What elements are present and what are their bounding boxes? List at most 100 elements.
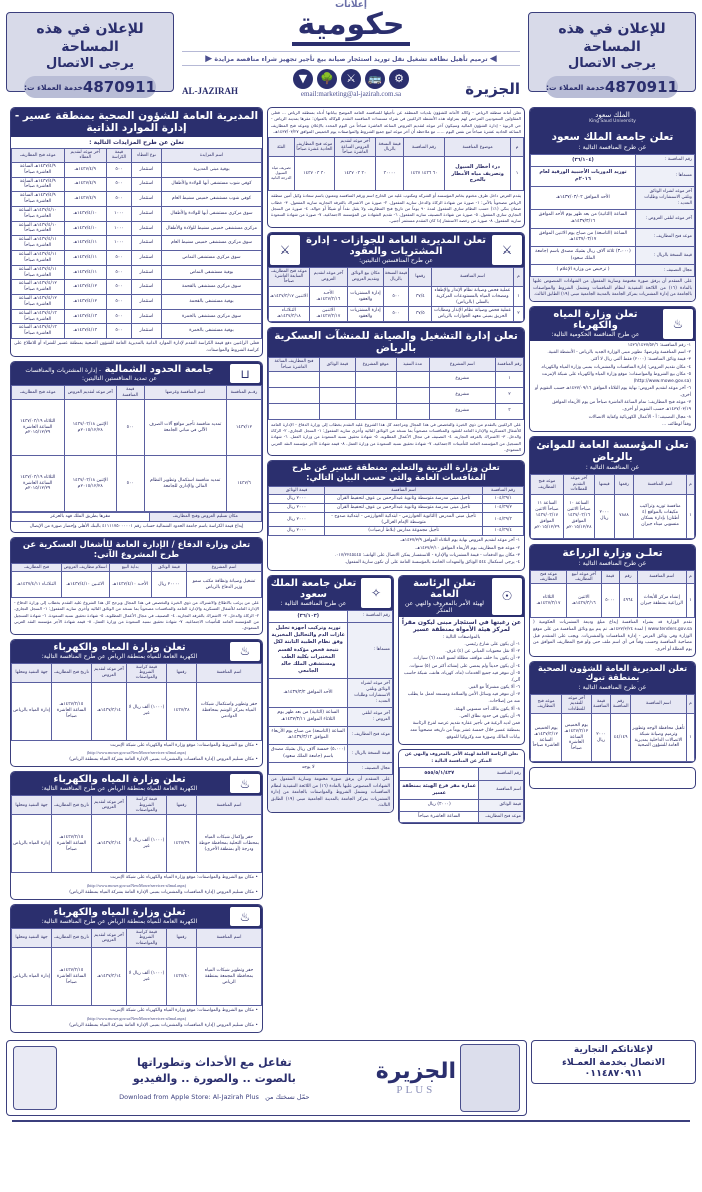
nbu-place-table: مكان تسليم العروض وفتح المظاريف مقرها بط… xyxy=(11,512,262,522)
table-cell: بوفية مستشفى بالخمرة xyxy=(161,323,262,340)
footer-contact-box[interactable]: لإعلاناتكم التجارية الاتصال بخدمة العمـل… xyxy=(531,1039,696,1084)
definition-row: آخر موعد لشراء الوثائق وتلقي الاستشارات … xyxy=(530,185,695,211)
table-cell: سوق مركزي مستشفى بالخمرة xyxy=(161,308,262,325)
table-cell: إدارة المياه بالرياض xyxy=(11,814,52,874)
table-cell: ١٠٤/٣٩/٣ xyxy=(482,511,524,528)
water-link[interactable]: (http://www.mowe.gov.sa/NewMowe/services… xyxy=(86,1015,187,1021)
table-cell: ١ xyxy=(494,370,524,388)
table-cell: تمديد منافسة تأجير مواقع آلات الصرف الآل… xyxy=(143,399,227,457)
col-header: فتح المظاريف الساعة العاشرة صباحاً xyxy=(268,357,321,372)
box-title: تعلن وزارة المياه والكهرباء xyxy=(53,641,186,653)
table-row: ١٠٤/٣٩/١ تأجيل مبنى مدرسة متوسطة وثانوية … xyxy=(268,494,524,504)
box-header: ♨ تعلن وزارة المياه والكهرباء الكهربة العا… xyxy=(11,639,262,663)
ad-banner-left[interactable]: للإعلان في هذه المساحة يرجى الاتصال 4870… xyxy=(6,12,174,99)
ad-banner-right[interactable]: للإعلان في هذه المساحة يرجى الاتصال 4870… xyxy=(528,12,696,99)
table-cell: درء أخطار السيول وتصريف مياه الأمطار بال… xyxy=(443,156,512,192)
table-cell: تصريف مياه السيول الدرجة الثانية xyxy=(268,156,295,192)
box-title: تعلن جامعة الملك سعود xyxy=(270,577,357,600)
brand-logo-ar: الجزيرة xyxy=(465,80,520,98)
water-link[interactable]: (http://www.mowe.gov.sa/NewMowe/services… xyxy=(86,750,187,756)
presidency-contract-table: رقم المنافسة ٥٥٥/٥/١/٤٣٧ اسم المنافسة عمارة… xyxy=(399,767,524,824)
table-cell: الثلاثاء ١٤٣٧/٠٣/١٩ الساعة العاشرة ٢٠١٥/… xyxy=(11,399,65,457)
ksu-middle-table: رقم المنافسة : (٣٦/١٠٣) مسماها : توريد وترك… xyxy=(268,609,393,776)
box-subtitle: الكهربة العامة للمياه بمنطقة الرياض عن ط… xyxy=(41,918,198,926)
table-cell: استثمار xyxy=(131,235,162,251)
definition-value: الساعة (التاسعة) من صباح يوم الاثنين الم… xyxy=(530,227,636,248)
table-cell: ٧٨٨٨ xyxy=(613,493,635,539)
gear-icon: ⚙ xyxy=(389,69,409,89)
table-cell: منافسة توريد وتراكيب مكيفات بالمواقع (٤ … xyxy=(633,493,687,539)
water-boxes-group: ♨ تعلن وزارة المياه والكهرباء الكهربة العا… xyxy=(10,638,263,1033)
masthead-email[interactable]: email:marketing@al-jazirah.com.sa xyxy=(300,90,402,98)
col-header: رقــم المنافسة xyxy=(226,385,262,401)
emblem-icon: ⚔ xyxy=(341,69,361,89)
box-header: تعلن وزارة التربية والتعليم بمنطقة عسير … xyxy=(268,461,524,486)
col-header: موقع المشروع xyxy=(354,357,397,372)
col-header: آخر موعد لتقديم العروض xyxy=(308,266,349,287)
col-header: آخر موعد لبيع المظاريف xyxy=(566,569,602,585)
table-cell xyxy=(395,402,430,420)
note-line: ٦- آخر موعد لتقديم العروض: نهاية يوم الث… xyxy=(534,386,691,399)
box-header: تعلن المديرية العامة للشؤون الصحية بمنطق… xyxy=(530,661,695,694)
table-cell: إدارة المياه بالرياض xyxy=(11,681,52,741)
definition-value: الساعة (الثانية) من بعد ظهر يوم الأحد ال… xyxy=(530,209,636,229)
presidency-line4: لمركز هيئة الأمواه بمنطقة عسير xyxy=(413,625,510,633)
note-line: ٤- يرجى استكمال ٥٤٤ الوثائق والتعهدات ال… xyxy=(344,560,521,566)
al-jazirah-plus-promo[interactable]: الجزيرة PLUS تفاعل مع الأحداث وتطوراتها … xyxy=(6,1039,527,1116)
col-header: جهة التنفيذ ومحلها xyxy=(11,928,52,949)
table-row: ١ مشروع xyxy=(268,370,524,388)
table-row: كوفي شوب مستشفى أبها للولادة والأطفال است… xyxy=(11,176,262,193)
table-row: ١ تأهيل محافظة الوجه وتطوير وترميم وصيانة… xyxy=(530,713,695,763)
promo-line1: تفاعل مع الأحداث وتطوراتها xyxy=(137,1055,292,1069)
bus-icon: 🚌 xyxy=(365,69,385,89)
note-line: ٨- ألا يكون مالك أحد منسوبي الهيئة. xyxy=(454,706,520,712)
table-cell xyxy=(268,402,321,420)
col-header: موعد فتح المظاريف الحادية عشرة صباحاً xyxy=(293,137,336,158)
box-header: ♨ تعلن وزارة المياه والكهرباء عن طرح الم… xyxy=(530,306,695,341)
table-cell: ١٤٣٧/٤/٩هـ xyxy=(63,191,107,207)
col-header: قيمة الوثائق xyxy=(268,485,326,496)
riyadh-footnote: يقدم العرض داخل ظرف مختوم بخاتم المؤسسة … xyxy=(271,193,521,224)
col-header: اسم المنافسة xyxy=(196,928,262,949)
table-cell: استثمار xyxy=(131,308,162,325)
col-header: موعد فتح المظاريف xyxy=(530,693,563,715)
definition-value: الأحد الموافق ١٤٣٧/٠٣/٠٢هـ xyxy=(530,185,636,211)
table-cell: ١ xyxy=(510,156,524,192)
table-cell: ٥٠٠ xyxy=(106,279,132,296)
table-cell: مركزي مستشفى خميس مشيط للولادة والأطفال xyxy=(161,220,262,237)
col-header: رقمها xyxy=(166,928,197,949)
water-notes: • مكان بيع الشروط والمواصفات: موقع وزارة… xyxy=(11,1006,262,1032)
col-header: آخر موعد لتقديم العروض xyxy=(91,795,127,816)
col-header: مدة التنفيذ xyxy=(395,357,430,372)
table-cell xyxy=(268,386,321,404)
col-header: فتح المظاريف xyxy=(11,562,62,573)
col-header: قيمة الوثائق xyxy=(151,562,187,573)
table-cell: حفر وإكمال شبكات المياه بمحطات التحلية ب… xyxy=(196,814,262,874)
table-cell: ١٤٣٧/٤/١١هـ الساعة العاشرة صباحاً xyxy=(11,235,65,251)
water-link[interactable]: (http://www.mowe.gov.sa/NewMowe/services… xyxy=(86,882,187,888)
table-cell: ٥٠٠ xyxy=(106,264,132,281)
definition-value: ( ترخيص من وزارة الإعلام ) xyxy=(530,264,636,277)
table-cell: حفر وتطوير واستكمال شبكات المياه بمركز ا… xyxy=(196,681,262,741)
definition-key: رقم المنافسة xyxy=(478,767,524,781)
definition-key: موعد فتح المظاريف xyxy=(478,810,524,824)
shield-icon: ▼ xyxy=(293,69,313,89)
table-cell: ١ xyxy=(685,713,695,763)
table-cell: ١٤٣٧/٤/١٢هـ الساعة العاشرة صباحاً xyxy=(11,294,65,310)
table-cell: ٥٠٠ xyxy=(116,399,145,457)
footer-divider xyxy=(12,1119,690,1122)
ksu-emblem-icon: ✧ xyxy=(361,577,391,608)
table-cell: الإثنين ١٤٣٧/٠٣/١٨ ٢٠١٥/١٢/٢٨م xyxy=(63,455,117,513)
box-subtitle: لهيئة الأمر بالمعروف والنهي عن المنكر xyxy=(405,599,484,614)
nbu-table: رقــم المنافسة اسم المنافسة وغرضها قيمة ال… xyxy=(11,385,262,513)
table-cell: ١٤٣٧/٤٠ xyxy=(166,947,197,1007)
col-header: آخر موعد لتقديم العروض الساعة العاشرة صب… xyxy=(334,137,377,158)
table-cell: ٥٠٠ xyxy=(382,306,410,323)
definition-value: الأحد الموافق ١٤٣٧/٣/٢هـ xyxy=(268,677,349,709)
military-table: رقم المنافسة اسم المشروع مدة التنفيذ موقع ا… xyxy=(268,357,524,420)
box-general-presidency: ☉ تعلن الرئاسة العامة لهيئة الأمر بالمعر… xyxy=(398,574,525,746)
col-header: اسم المشروع xyxy=(428,357,496,372)
box-header: تعلن جامعة الملك سعود عن طرح المنافسة ال… xyxy=(530,128,695,154)
masthead-icon-row: ⚙ 🚌 ⚔ 🌳 ▼ xyxy=(182,69,520,89)
masthead-keywords: ترميم تأهيل نظافة تشغيل نقل توريد استئجا… xyxy=(214,55,488,63)
